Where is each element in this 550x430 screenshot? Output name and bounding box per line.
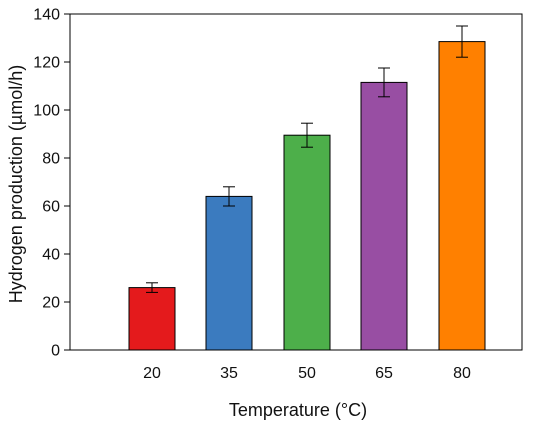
- x-tick-label: 20: [143, 365, 161, 382]
- y-tick-label: 140: [33, 7, 60, 24]
- bar-65: [360, 81, 408, 351]
- x-axis-title: Temperature (°C): [229, 400, 367, 420]
- bar-80: [438, 41, 486, 351]
- x-tick-label: 35: [220, 365, 238, 382]
- y-axis-title: Hydrogen production (µmol/h): [6, 65, 26, 303]
- x-tick-label: 50: [298, 365, 316, 382]
- plot-frame: [69, 13, 523, 351]
- y-tick-label: 20: [42, 295, 60, 312]
- error-bars-group: [146, 25, 468, 293]
- y-tick-label: 100: [33, 103, 60, 120]
- y-tick-label: 120: [33, 55, 60, 72]
- x-tick-label: 80: [453, 365, 471, 382]
- x-tick-label: 65: [375, 365, 393, 382]
- bar-20: [128, 287, 176, 351]
- bars-group: [128, 41, 486, 351]
- x-axis-ticks: 20 35 50 65 80: [143, 365, 471, 382]
- y-tick-label: 40: [42, 247, 60, 264]
- y-tick-label: 80: [42, 151, 60, 168]
- bar-35: [205, 195, 253, 351]
- y-tick-label: 60: [42, 199, 60, 216]
- bar-50: [283, 134, 331, 351]
- y-tick-label: 0: [51, 343, 60, 360]
- y-axis-ticks: 0 20 40 60 80 100 120 140: [33, 7, 70, 360]
